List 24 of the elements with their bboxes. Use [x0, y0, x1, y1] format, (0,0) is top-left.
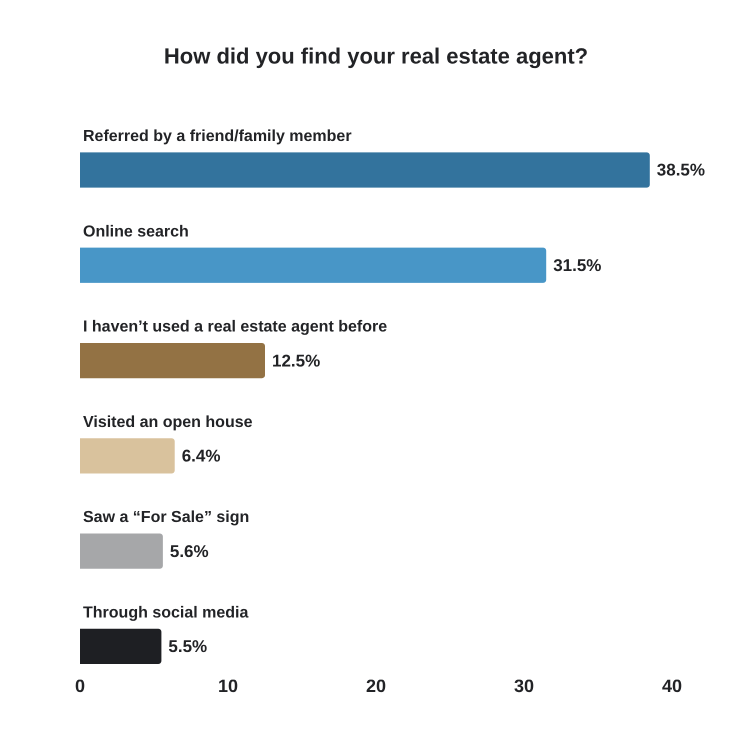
bar — [80, 248, 546, 283]
x-tick-label: 10 — [218, 676, 238, 696]
data-label: 5.5% — [168, 637, 208, 656]
data-label: 38.5% — [656, 160, 706, 180]
bar — [80, 628, 162, 664]
chart-title: How did you find your real estate agent? — [164, 43, 588, 68]
data-label: 6.4% — [182, 446, 220, 466]
bar — [80, 533, 163, 569]
x-tick-label: 0 — [74, 676, 86, 696]
x-tick-label: 20 — [366, 676, 386, 696]
x-tick-label: 30 — [514, 676, 534, 696]
y-tick-label: Visited an open house — [83, 414, 253, 431]
y-tick-label: Online search — [83, 223, 189, 240]
data-label: 5.6% — [170, 542, 209, 561]
y-tick-label: I haven’t used a real estate agent before — [83, 318, 388, 336]
y-tick-label: Through social media — [83, 604, 248, 622]
y-tick-label: Saw a “For Sale” sign — [83, 509, 250, 526]
x-tick-label: 40 — [662, 676, 682, 696]
data-label: 12.5% — [272, 351, 320, 370]
bar — [80, 152, 650, 188]
bar — [80, 342, 265, 378]
y-tick-label: Referred by a friend/family member — [83, 128, 352, 146]
bar — [80, 438, 175, 474]
data-label: 31.5% — [553, 256, 602, 275]
